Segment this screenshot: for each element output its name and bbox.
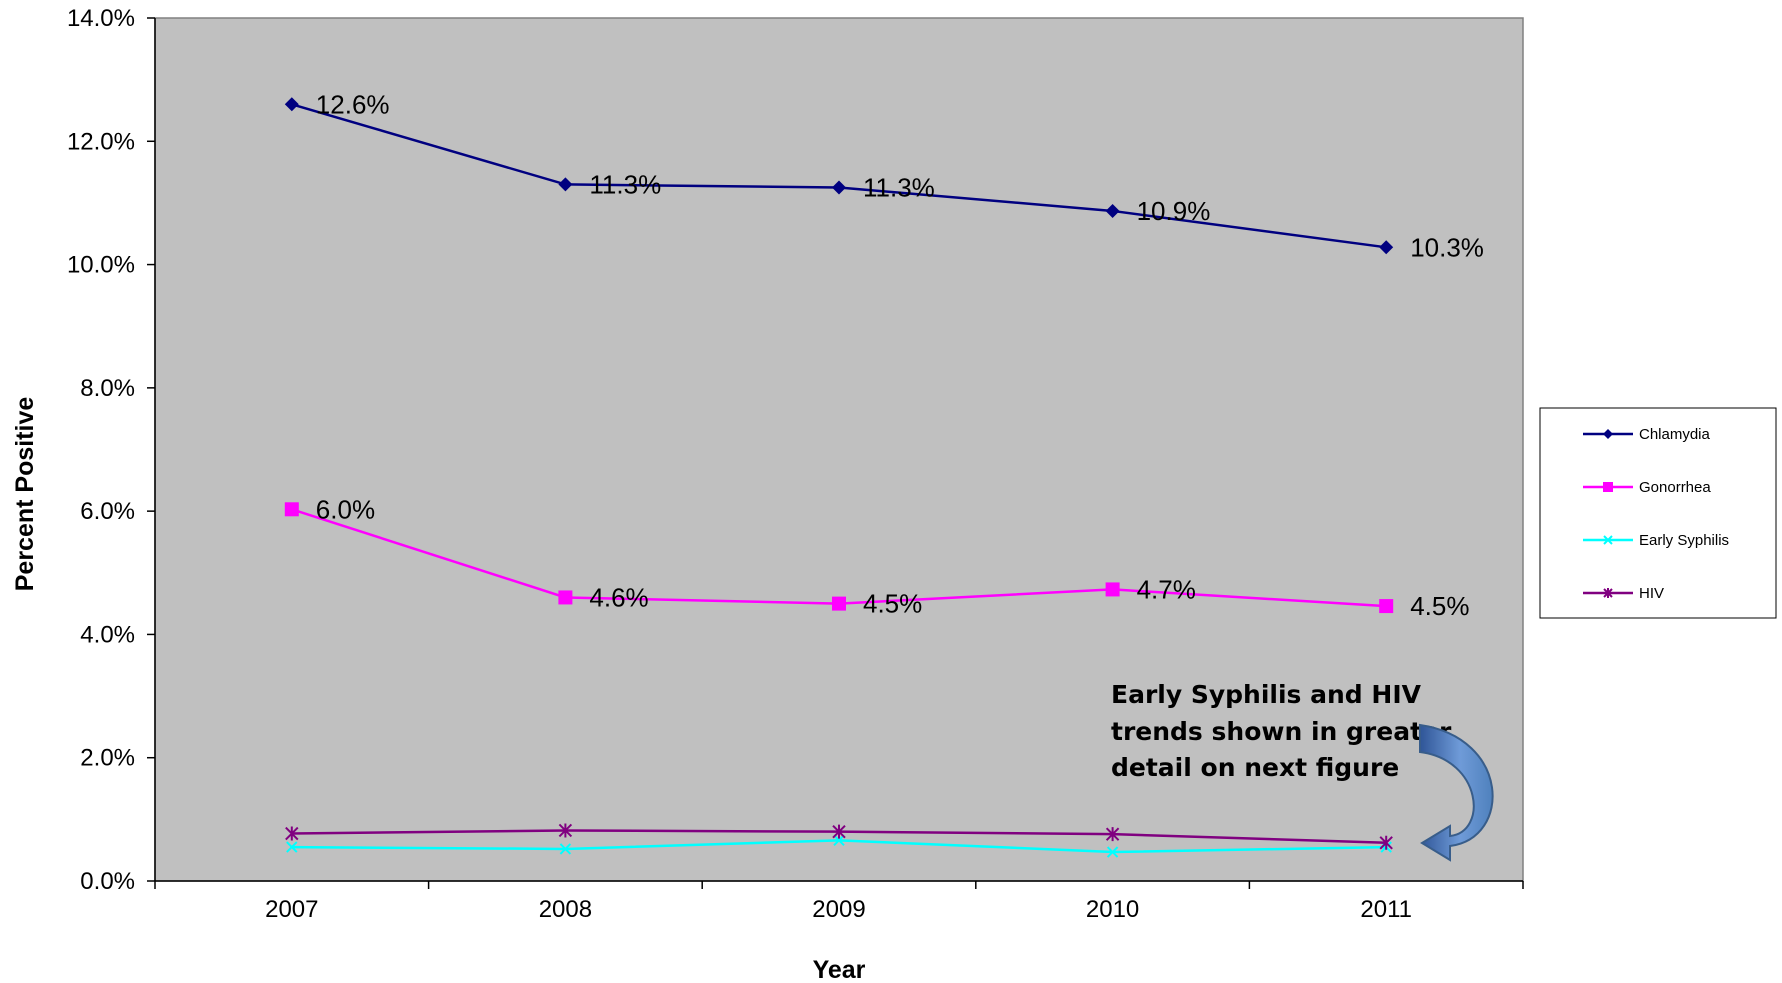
- legend-label-chlamydia: Chlamydia: [1639, 426, 1711, 443]
- y-tick-label: 6.0%: [80, 498, 135, 525]
- data-label-chlamydia: 10.9%: [1137, 196, 1211, 226]
- data-label-gonorrhea: 6.0%: [316, 494, 375, 524]
- data-point-hiv: [1379, 835, 1393, 850]
- legend-marker: [1603, 588, 1613, 598]
- data-point-gonorrhea: [284, 502, 299, 517]
- legend-marker: [1603, 429, 1613, 439]
- data-label-gonorrhea: 4.5%: [863, 589, 922, 619]
- x-tick-label: 2010: [1086, 896, 1139, 923]
- legend-label-early-syphilis: Early Syphilis: [1639, 532, 1729, 549]
- data-label-gonorrhea: 4.7%: [1137, 574, 1196, 604]
- y-tick-label: 4.0%: [80, 621, 135, 648]
- annotation-line-3: detail on next figure: [1111, 753, 1399, 782]
- data-label-chlamydia: 11.3%: [589, 169, 661, 199]
- data-label-chlamydia: 10.3%: [1410, 232, 1484, 262]
- data-point-early-syphilis: [559, 843, 572, 855]
- legend-item-early-syphilis: Early Syphilis: [1583, 532, 1729, 549]
- data-point-gonorrhea: [558, 590, 573, 605]
- y-tick-label: 0.0%: [80, 868, 135, 895]
- legend-items: Chlamydia Gonorrhea Early Syphilis HIV: [1583, 426, 1729, 602]
- annotation-line-2: trends shown in greater: [1111, 717, 1452, 746]
- data-label-gonorrhea: 4.6%: [589, 582, 648, 612]
- axes: 0.0% 2.0% 4.0% 6.0% 8.0% 10.0% 12.0% 14.0% 2007 2…: [67, 5, 1524, 923]
- data-point-chlamydia: [1105, 203, 1120, 218]
- series-chlamydia: [284, 97, 1394, 255]
- data-labels: 6.0% 4.6% 4.5% 4.7% 4.5% 12.6% 11.3% 11.3% 10.9%…: [316, 89, 1484, 621]
- legend-label-hiv: HIV: [1639, 585, 1664, 602]
- y-tick-label: 10.0%: [67, 252, 135, 279]
- data-point-chlamydia: [832, 180, 846, 195]
- legend-marker: [1603, 535, 1613, 545]
- data-point-hiv: [285, 826, 299, 841]
- y-axis-title: Percent Positive: [11, 397, 39, 592]
- series-hiv: [285, 823, 1393, 850]
- data-point-hiv: [832, 824, 846, 839]
- series-group: [284, 97, 1394, 858]
- data-point-chlamydia: [284, 97, 299, 112]
- legend-label-gonorrhea: Gonorrhea: [1639, 479, 1711, 496]
- legend-item-hiv: HIV: [1583, 585, 1664, 602]
- data-point-hiv: [558, 823, 573, 838]
- data-point-gonorrhea: [1105, 582, 1120, 597]
- x-tick-label: 2008: [539, 896, 592, 923]
- y-tick-label: 2.0%: [80, 745, 135, 772]
- data-point-chlamydia: [1379, 240, 1394, 255]
- annotation-line-1: Early Syphilis and HIV: [1111, 680, 1422, 709]
- y-tick-label: 8.0%: [80, 375, 135, 402]
- data-point-early-syphilis: [286, 841, 298, 853]
- y-tick-label: 12.0%: [67, 128, 135, 155]
- data-point-chlamydia: [558, 177, 573, 192]
- series-gonorrhea: [284, 502, 1394, 614]
- legend-marker: [1603, 482, 1613, 492]
- data-point-hiv: [1105, 827, 1120, 842]
- legend-item-gonorrhea: Gonorrhea: [1583, 479, 1711, 496]
- x-tick-label: 2007: [265, 896, 318, 923]
- data-point-gonorrhea: [1379, 599, 1394, 614]
- data-point-gonorrhea: [832, 596, 846, 611]
- data-point-early-syphilis: [833, 834, 845, 847]
- legend-box: [1539, 407, 1777, 619]
- plot-area: [154, 17, 1524, 882]
- legend: Chlamydia Gonorrhea Early Syphilis HIV: [1539, 407, 1777, 619]
- data-label-gonorrhea: 4.5%: [1410, 591, 1469, 621]
- annotation: Early Syphilis and HIV trends shown in g…: [1111, 680, 1494, 862]
- x-tick-label: 2011: [1360, 896, 1412, 923]
- legend-item-chlamydia: Chlamydia: [1583, 426, 1711, 443]
- y-tick-label: 14.0%: [67, 5, 135, 32]
- x-axis-title: Year: [813, 956, 866, 983]
- data-label-chlamydia: 12.6%: [316, 89, 390, 119]
- data-point-early-syphilis: [1106, 846, 1119, 858]
- x-tick-label: 2009: [812, 896, 865, 923]
- curved-arrow-icon: [1419, 723, 1494, 862]
- data-label-chlamydia: 11.3%: [863, 173, 935, 203]
